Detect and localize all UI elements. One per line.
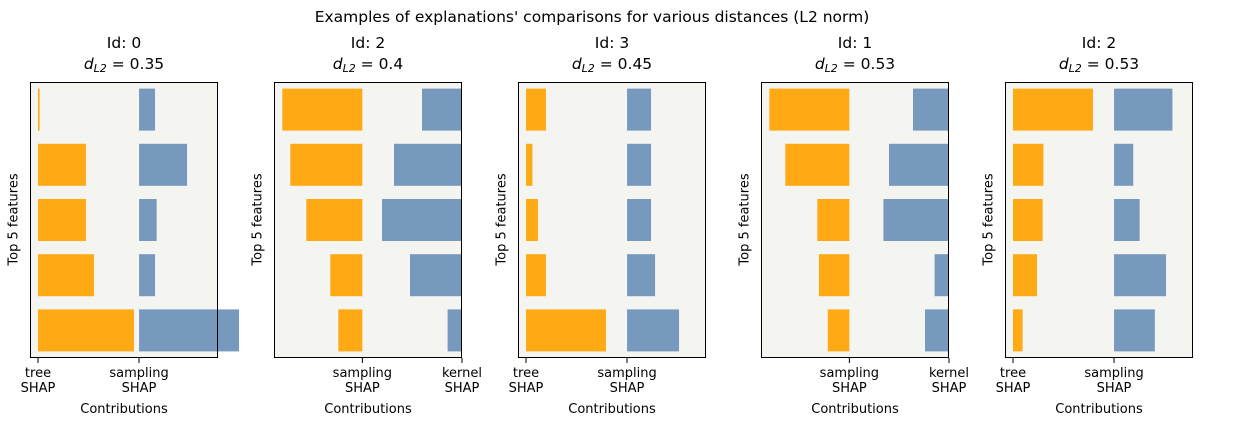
panel-3-left-bar-2 — [817, 199, 850, 241]
panel-0-left-bar-1 — [38, 143, 86, 186]
panel-4-right-bar-3 — [1114, 254, 1167, 297]
panel-4-id-label: Id: 2 — [1081, 34, 1117, 52]
panel-0-distance: dL2 = 0.35 — [83, 55, 165, 75]
panel-2-left-bar-3 — [526, 254, 546, 297]
panel-3-frame — [761, 82, 949, 358]
panel-0-right-bar-2 — [139, 199, 157, 241]
panel-1-xlabel: Contributions — [324, 402, 412, 417]
panel-2-right-bar-2 — [627, 199, 652, 241]
panel-3-distance: dL2 = 0.53 — [814, 55, 896, 75]
panel-1-frame — [274, 82, 462, 358]
panel-3-right-bar-2 — [883, 199, 949, 241]
panel-2-right-bar-1 — [627, 143, 652, 186]
panel-2-left-bar-4 — [526, 309, 606, 352]
panel-4-distance: dL2 = 0.53 — [1058, 55, 1140, 75]
panel-2-ylabel: Top 5 features — [494, 173, 510, 266]
panel-1-left-bar-0 — [282, 88, 363, 131]
panel-3-id-label: Id: 1 — [837, 34, 873, 52]
panel-0-ylabel: Top 5 features — [6, 173, 22, 266]
panel-0-right-bar-3 — [139, 254, 156, 297]
panel-2-frame — [518, 82, 706, 358]
panel-0-frame — [30, 82, 218, 358]
panel-1-xtick-label-1: kernel SHAP — [441, 366, 483, 396]
panel-0-xtick-label-0: tree SHAP — [20, 366, 56, 396]
panel-1-id-label: Id: 2 — [350, 34, 386, 52]
panel-4-xtick-label-0: tree SHAP — [995, 366, 1031, 396]
panel-4-right-bar-4 — [1114, 309, 1155, 352]
panel-3-xtick-label-0: sampling SHAP — [819, 366, 880, 396]
panel-1-distance: dL2 = 0.4 — [332, 55, 404, 75]
panel-4-right-bar-0 — [1114, 88, 1173, 131]
panel-3-left-bar-3 — [818, 254, 850, 297]
panel-2-xtick-label-0: tree SHAP — [508, 366, 544, 396]
panel-0-right-bar-0 — [139, 88, 156, 131]
panel-1-right-bar-1 — [394, 143, 462, 186]
panel-4-ylabel: Top 5 features — [981, 173, 997, 266]
panel-0-left-bar-0 — [38, 88, 40, 131]
panel-3-right-bar-0 — [913, 88, 949, 131]
panel-3-ylabel: Top 5 features — [737, 173, 753, 266]
panel-0-right-bar-1 — [139, 143, 188, 186]
panel-1-right-bar-2 — [382, 199, 462, 241]
panel-4-left-bar-2 — [1013, 199, 1043, 241]
panel-2-right-bar-0 — [627, 88, 652, 131]
panel-0-xtick-label-1: sampling SHAP — [109, 366, 169, 396]
panel-3-right-bar-4 — [925, 309, 949, 352]
panel-2-left-bar-1 — [526, 143, 533, 186]
panel-0-left-bar-4 — [38, 309, 134, 352]
panel-2-distance: dL2 = 0.45 — [571, 55, 653, 75]
panel-3-right-bar-3 — [934, 254, 949, 297]
panel-1-xtick-label-0: sampling SHAP — [332, 366, 393, 396]
panel-4-right-bar-2 — [1114, 199, 1140, 241]
panel-0-right-bar-4 — [139, 309, 240, 352]
panel-4-frame — [1005, 82, 1193, 358]
panel-1-left-bar-4 — [338, 309, 363, 352]
panel-4-left-bar-0 — [1013, 88, 1093, 131]
panel-3-title: Id: 1 dL2 = 0.53 — [765, 33, 945, 76]
panel-3-left-bar-0 — [769, 88, 850, 131]
panel-2-title: Id: 3 dL2 = 0.45 — [522, 33, 702, 76]
panel-0-left-bar-2 — [38, 199, 86, 241]
panel-1-right-bar-3 — [410, 254, 462, 297]
panel-4-left-bar-1 — [1013, 143, 1044, 186]
panel-3-right-bar-1 — [889, 143, 949, 186]
panel-0-title: Id: 0 dL2 = 0.35 — [34, 33, 214, 76]
panel-1-title: Id: 2 dL2 = 0.4 — [278, 33, 458, 76]
panel-4-xtick-label-1: sampling SHAP — [1084, 366, 1144, 396]
panel-3-left-bar-1 — [785, 143, 850, 186]
panel-4-xlabel: Contributions — [1055, 402, 1143, 417]
panel-1-left-bar-3 — [330, 254, 363, 297]
panel-2-xlabel: Contributions — [568, 402, 656, 417]
panel-4-left-bar-3 — [1013, 254, 1037, 297]
panel-3-xlabel: Contributions — [811, 402, 899, 417]
panel-1-right-bar-0 — [422, 88, 462, 131]
panel-2-right-bar-3 — [627, 254, 656, 297]
panel-1-left-bar-2 — [306, 199, 363, 241]
panel-0-left-bar-3 — [38, 254, 94, 297]
panel-2-left-bar-0 — [526, 88, 546, 131]
panel-2-right-bar-4 — [627, 309, 680, 352]
panel-3-left-bar-4 — [827, 309, 850, 352]
panel-2-id-label: Id: 3 — [594, 34, 630, 52]
panel-1-right-bar-4 — [447, 309, 462, 352]
panel-4-left-bar-4 — [1013, 309, 1023, 352]
panel-2-left-bar-2 — [526, 199, 538, 241]
figure-suptitle: Examples of explanations' comparisons fo… — [314, 8, 870, 26]
panel-4-title: Id: 2 dL2 = 0.53 — [1009, 33, 1189, 76]
panel-0-id-label: Id: 0 — [106, 34, 142, 52]
panel-1-ylabel: Top 5 features — [250, 173, 266, 266]
panel-0-xlabel: Contributions — [80, 402, 168, 417]
panel-1-left-bar-1 — [290, 143, 363, 186]
panel-3-xtick-label-1: kernel SHAP — [928, 366, 970, 396]
panel-4-right-bar-1 — [1114, 143, 1134, 186]
panel-2-xtick-label-1: sampling SHAP — [597, 366, 657, 396]
